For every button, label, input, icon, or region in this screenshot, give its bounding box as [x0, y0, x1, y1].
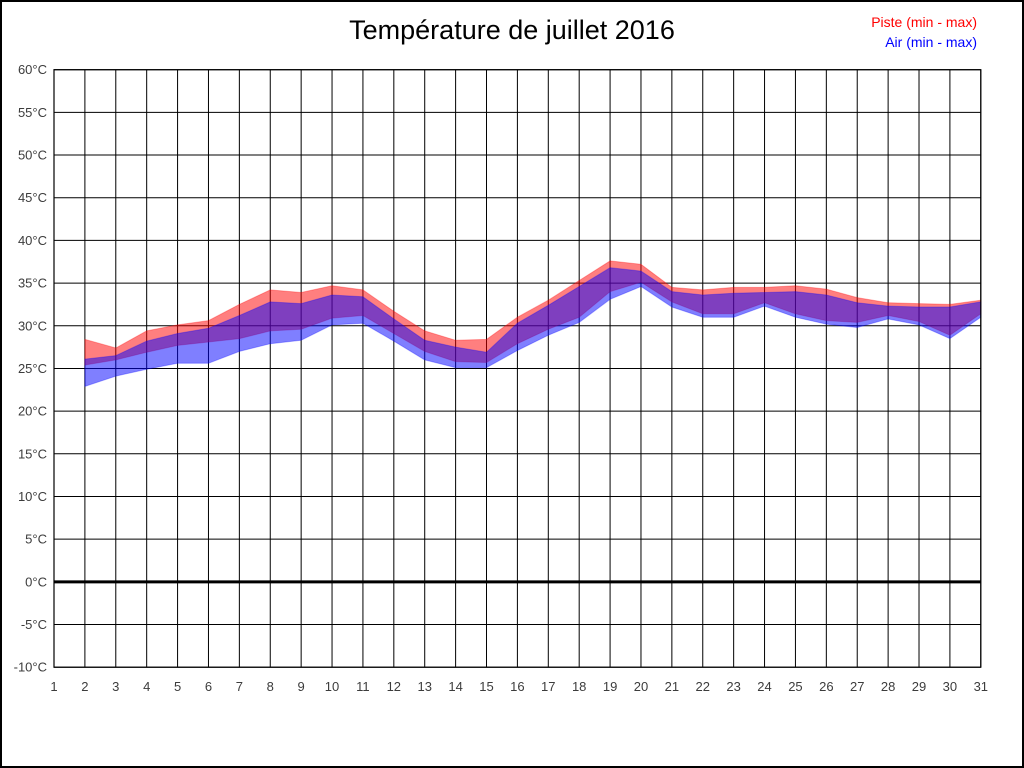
- x-tick-label: 13: [417, 679, 431, 694]
- legend-item-air: Air (min - max): [871, 32, 977, 52]
- x-tick-label: 3: [112, 679, 119, 694]
- x-tick-label: 11: [356, 679, 370, 694]
- y-tick-label: 45°C: [18, 190, 47, 205]
- x-tick-label: 18: [572, 679, 586, 694]
- x-tick-label: 26: [819, 679, 833, 694]
- y-tick-label: 5°C: [25, 532, 47, 547]
- y-tick-label: 40°C: [18, 233, 47, 248]
- x-tick-label: 30: [943, 679, 957, 694]
- x-tick-label: 24: [757, 679, 771, 694]
- x-tick-label: 9: [298, 679, 305, 694]
- x-tick-label: 22: [696, 679, 710, 694]
- y-tick-label: -5°C: [21, 617, 47, 632]
- x-tick-label: 5: [174, 679, 181, 694]
- x-tick-label: 14: [448, 679, 462, 694]
- x-tick-label: 27: [850, 679, 864, 694]
- y-tick-label: -10°C: [14, 660, 47, 675]
- x-tick-label: 15: [479, 679, 493, 694]
- y-tick-label: 35°C: [18, 276, 47, 291]
- legend-label-piste: Piste (min - max): [871, 14, 977, 30]
- x-tick-label: 31: [974, 679, 988, 694]
- y-tick-label: 15°C: [18, 446, 47, 461]
- chart-title: Température de juillet 2016: [349, 15, 675, 45]
- x-tick-label: 6: [205, 679, 212, 694]
- x-tick-label: 12: [387, 679, 401, 694]
- x-tick-label: 20: [634, 679, 648, 694]
- x-tick-label: 29: [912, 679, 926, 694]
- x-tick-label: 8: [267, 679, 274, 694]
- x-tick-label: 4: [143, 679, 150, 694]
- x-tick-label: 23: [726, 679, 740, 694]
- x-tick-label: 19: [603, 679, 617, 694]
- x-tick-label: 7: [236, 679, 243, 694]
- y-tick-label: 60°C: [18, 62, 47, 77]
- x-tick-label: 17: [541, 679, 555, 694]
- x-tick-label: 2: [81, 679, 88, 694]
- x-tick-label: 21: [665, 679, 679, 694]
- legend: Piste (min - max) Air (min - max): [871, 12, 977, 52]
- y-tick-label: 50°C: [18, 148, 47, 163]
- y-tick-label: 0°C: [25, 574, 47, 589]
- y-tick-label: 25°C: [18, 361, 47, 376]
- plot-border: [53, 69, 982, 668]
- y-tick-label: 30°C: [18, 318, 47, 333]
- legend-item-piste: Piste (min - max): [871, 12, 977, 32]
- x-tick-label: 16: [510, 679, 524, 694]
- x-tick-label: 25: [788, 679, 802, 694]
- x-tick-label: 1: [50, 679, 57, 694]
- legend-label-air: Air (min - max): [885, 34, 977, 50]
- y-tick-label: 20°C: [18, 404, 47, 419]
- y-tick-label: 10°C: [18, 489, 47, 504]
- y-tick-label: 55°C: [18, 105, 47, 120]
- x-tick-label: 10: [325, 679, 339, 694]
- x-tick-label: 28: [881, 679, 895, 694]
